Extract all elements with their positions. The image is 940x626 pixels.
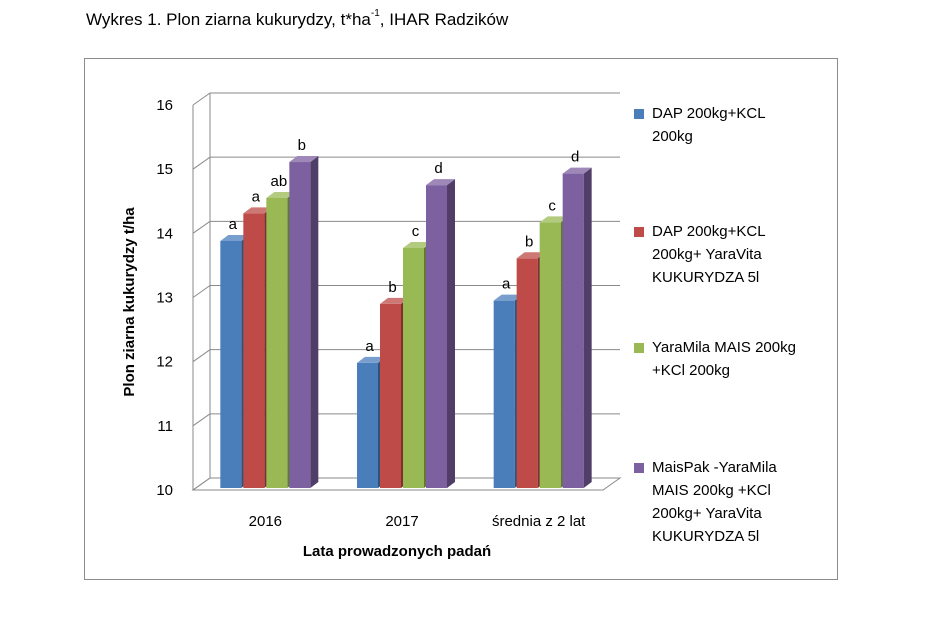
data-label: b <box>525 233 533 250</box>
legend-label: MaisPak -YaraMila MAIS 200kg +KCl 200kg+ Y… <box>652 459 777 545</box>
x-axis-title: Lata prowadzonych padań <box>303 543 491 560</box>
bar-side <box>583 167 592 489</box>
y-tick-label: 15 <box>156 161 173 178</box>
data-label: b <box>388 279 396 296</box>
data-label: d <box>434 160 442 177</box>
bar-top <box>220 234 250 241</box>
bar-top <box>493 294 523 301</box>
bar-top <box>403 242 432 249</box>
bar <box>562 173 584 489</box>
bar-top <box>539 216 569 223</box>
bar <box>403 248 424 488</box>
legend-label: DAP 200kg+KCL 200kg+ YaraVita KUKURYDZA 5l <box>652 223 766 286</box>
gridline-side <box>192 156 211 170</box>
data-label: ab <box>270 173 287 190</box>
bar <box>516 258 538 488</box>
bar-top <box>289 156 319 163</box>
y-axis-title: Plon ziarna kukurydzy t/ha <box>121 207 138 397</box>
bar-top <box>516 252 546 259</box>
chart-frame <box>84 58 838 580</box>
bar <box>243 213 265 488</box>
legend-swatch <box>634 109 644 119</box>
gridline-side <box>192 413 211 427</box>
gridline-side <box>192 285 211 298</box>
data-label: d <box>571 149 579 166</box>
legend-swatch <box>634 463 644 473</box>
y-tick-label: 11 <box>157 418 173 435</box>
data-label: b <box>298 137 306 154</box>
data-label: a <box>229 216 238 233</box>
x-tick-label: średnia z 2 lat <box>492 513 586 530</box>
data-label: a <box>365 338 374 355</box>
bar <box>220 240 242 488</box>
bar <box>266 197 288 488</box>
bar-top <box>562 167 592 174</box>
y-tick-label: 13 <box>156 290 173 307</box>
bar <box>289 162 311 489</box>
bar <box>493 300 515 488</box>
x-tick-label: 2017 <box>385 513 418 530</box>
bar-top <box>243 207 273 214</box>
data-label: c <box>412 223 420 240</box>
bar <box>357 362 378 488</box>
bar <box>380 303 401 488</box>
heading-text: Wykres 1. Plon ziarna kukurydzy, t*ha <box>86 10 371 29</box>
bar-top <box>380 297 409 304</box>
gridline-side <box>192 92 211 106</box>
chart-heading: Wykres 1. Plon ziarna kukurydzy, t*ha-1,… <box>86 8 509 30</box>
heading-superscript: -1 <box>370 8 380 20</box>
bar-top <box>357 356 386 363</box>
y-tick-label: 16 <box>156 97 173 114</box>
heading-suffix: , IHAR Radzików <box>379 10 509 29</box>
legend-swatch <box>634 343 644 353</box>
chart-floor <box>191 477 622 491</box>
bar-top <box>426 179 455 186</box>
y-tick-label: 12 <box>156 354 173 371</box>
legend-label: YaraMila MAIS 200kg +KCl 200kg <box>652 339 796 379</box>
data-label: a <box>502 276 511 293</box>
y-tick-label: 14 <box>156 225 173 242</box>
bar <box>539 222 561 488</box>
legend-swatch <box>634 227 644 237</box>
bar-side <box>310 156 319 489</box>
gridline-side <box>192 220 211 234</box>
y-tick-label: 10 <box>156 482 173 499</box>
bar-top <box>266 191 296 198</box>
legend-label: DAP 200kg+KCL 200kg <box>652 105 766 145</box>
bar <box>426 185 447 488</box>
data-label: a <box>252 188 261 205</box>
data-label: c <box>548 197 556 214</box>
x-tick-label: 2016 <box>249 513 282 530</box>
bar-side <box>447 179 455 488</box>
gridline-side <box>192 349 211 363</box>
